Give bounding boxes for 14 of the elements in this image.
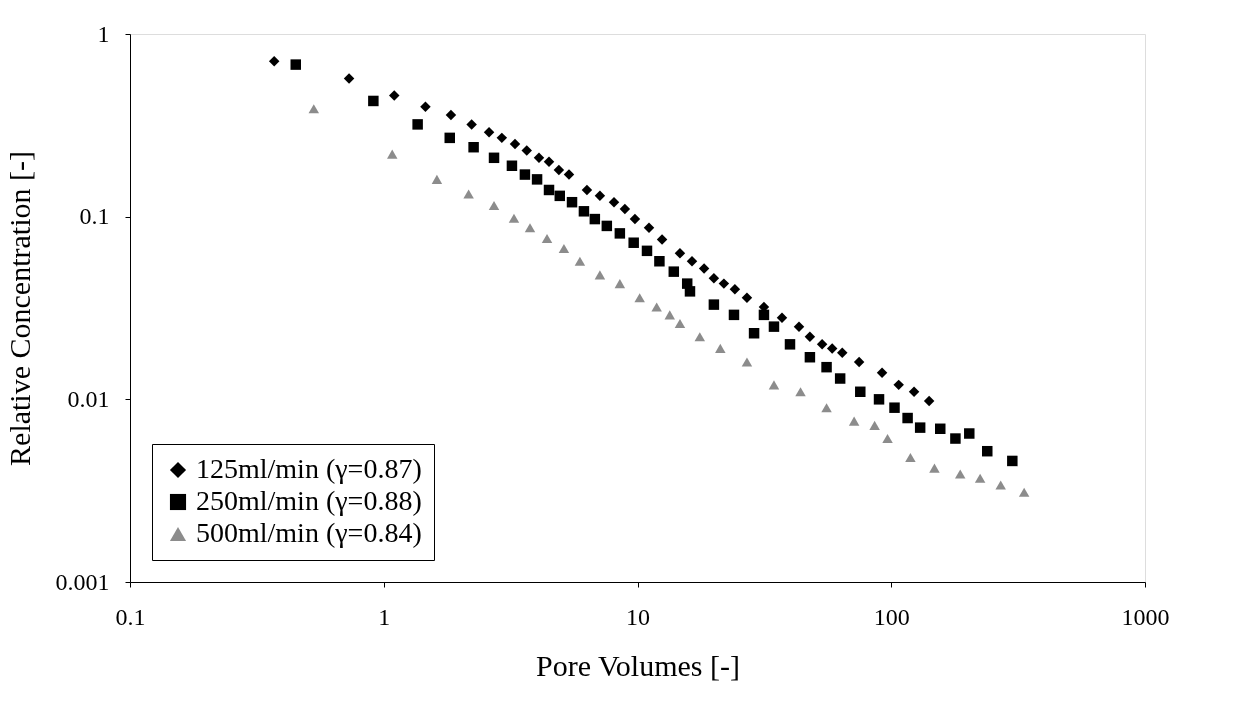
legend-label: 125ml/min (γ=0.87) <box>196 453 422 484</box>
y-tick-label: 0.1 <box>79 203 110 230</box>
legend-label: 250ml/min (γ=0.88) <box>196 485 422 516</box>
x-tick-label: 100 <box>873 603 910 630</box>
x-tick-label: 1000 <box>1121 603 1170 630</box>
x-tick-label: 0.1 <box>115 603 146 630</box>
x-tick-label: 1 <box>378 603 391 630</box>
y-tick-label: 0.01 <box>67 385 110 412</box>
legend-label: 500ml/min (γ=0.84) <box>196 517 422 548</box>
y-axis-title: Relative Concentration [-] <box>2 151 36 466</box>
x-axis-title: Pore Volumes [-] <box>536 648 740 682</box>
y-tick-label: 0.001 <box>55 568 110 595</box>
x-tick-label: 10 <box>626 603 650 630</box>
y-tick-label: 1 <box>97 20 110 47</box>
